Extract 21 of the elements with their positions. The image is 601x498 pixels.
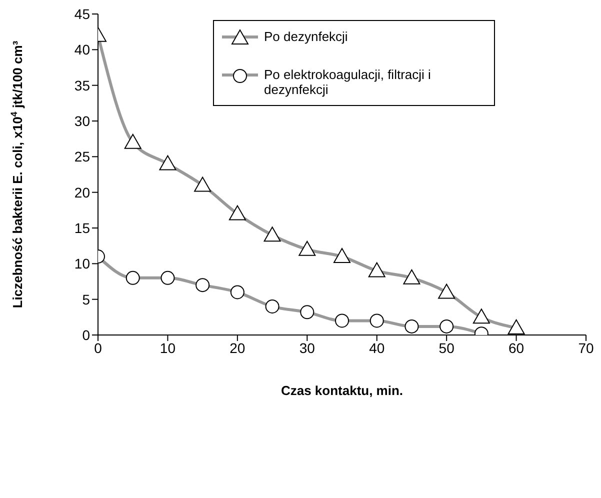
x-tick-label: 50	[438, 340, 455, 356]
legend-label: Po elektrokoagulacji, filtracji i dezynfekcji	[264, 67, 432, 97]
y-tick-label: 35	[74, 77, 90, 94]
y-tick-label: 40	[74, 42, 90, 58]
y-tick-label: 25	[74, 148, 90, 165]
x-tick-label: 10	[160, 340, 176, 356]
y-tick-label: 0	[82, 326, 90, 343]
x-tick-label: 60	[508, 340, 524, 356]
y-tick-label: 30	[74, 112, 90, 129]
x-tick-label: 70	[578, 340, 594, 356]
x-tick-label: 20	[230, 340, 246, 356]
x-axis-title: Czas kontaktu, min.	[280, 383, 404, 398]
y-tick-label: 5	[82, 291, 90, 308]
y-tick-label: 20	[74, 184, 90, 200]
y-tick-label: 45	[74, 6, 90, 22]
x-tick-label: 0	[94, 340, 102, 356]
y-tick-label: 10	[74, 256, 90, 272]
x-tick-label: 40	[369, 340, 385, 356]
y-tick-label: 15	[74, 220, 90, 236]
legend-label: Po dezynfekcji	[264, 29, 348, 44]
x-tick-label: 30	[299, 340, 316, 356]
